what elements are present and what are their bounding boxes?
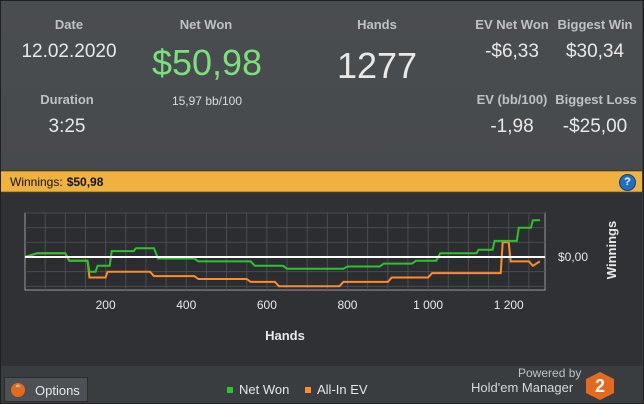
duration-value: 3:25 xyxy=(48,116,86,137)
x-tick-label: 1 200 xyxy=(494,298,524,312)
series-group xyxy=(24,218,541,288)
powered-by-text: Powered by xyxy=(518,366,582,380)
date-label: Date xyxy=(54,17,84,32)
footer xyxy=(1,366,642,402)
winnings-summary: Winnings: $50,98 xyxy=(10,175,103,189)
options-label: Options xyxy=(35,383,80,398)
options-button[interactable]: ⌃ Options xyxy=(4,377,88,402)
biggest-win-value: $30,34 xyxy=(565,41,625,62)
legend-net-won-label: Net Won xyxy=(239,382,290,397)
net-won-label: Net Won xyxy=(179,17,233,32)
y-axis-label: Winnings xyxy=(604,221,619,279)
y-tick-labels: $0,00 xyxy=(558,250,588,264)
winnings-bar: Winnings: $50,98 ? xyxy=(1,171,642,192)
chevron-up-icon: ⌃ xyxy=(11,383,25,397)
hands-label: Hands xyxy=(357,17,397,32)
biggest-loss-label: Biggest Loss xyxy=(555,92,637,107)
x-tick-label: 800 xyxy=(337,298,357,312)
net-won-swatch xyxy=(227,386,233,393)
ev-bb100-label: EV (bb/100) xyxy=(476,92,548,107)
biggest-win-label: Biggest Win xyxy=(557,17,633,32)
duration-label: Duration xyxy=(40,92,94,107)
net-won-bb100: 15,97 bb/100 xyxy=(171,94,243,108)
x-tick-label: 200 xyxy=(96,298,116,312)
winnings-chart: 200 400 600 800 1 000 1 200 $0,00 Hands Winni… xyxy=(24,212,619,343)
hem2-logo-icon: 2 xyxy=(586,372,614,400)
legend-net-won: Net Won xyxy=(227,382,289,397)
biggest-loss-value: -$25,00 xyxy=(562,116,628,137)
brand-name: Hold'em Manager xyxy=(471,380,574,395)
x-tick-labels: 200 400 600 800 1 000 1 200 xyxy=(96,298,524,312)
net-won-value: $50,98 xyxy=(151,42,263,83)
x-tick-label: 1 000 xyxy=(413,298,443,312)
ev-net-won-label: EV Net Won xyxy=(475,17,549,32)
legend-all-in-ev: All-In EV xyxy=(305,382,368,397)
series-line-net-won xyxy=(24,218,541,273)
chart-area: 200 400 600 800 1 000 1 200 $0,00 Hands Winni… xyxy=(1,193,642,366)
winnings-value: $50,98 xyxy=(66,175,104,189)
hands-value: 1277 xyxy=(336,45,418,86)
ev-net-won-value: -$6,33 xyxy=(485,41,539,62)
y-tick-label: $0,00 xyxy=(558,250,588,264)
x-tick-label: 400 xyxy=(176,298,196,312)
help-icon[interactable]: ? xyxy=(619,174,636,191)
x-axis-label: Hands xyxy=(265,328,305,343)
winnings-label: Winnings: xyxy=(10,175,63,189)
all-in-ev-swatch xyxy=(305,386,311,393)
x-tick-label: 600 xyxy=(257,298,277,312)
stats-panel: Date 12.02.2020 Net Won $50,98 15,97 bb/… xyxy=(1,1,642,170)
date-value: 12.02.2020 xyxy=(21,41,117,62)
legend-all-in-ev-label: All-In EV xyxy=(317,382,368,397)
ev-bb100-value: -1,98 xyxy=(490,116,534,137)
